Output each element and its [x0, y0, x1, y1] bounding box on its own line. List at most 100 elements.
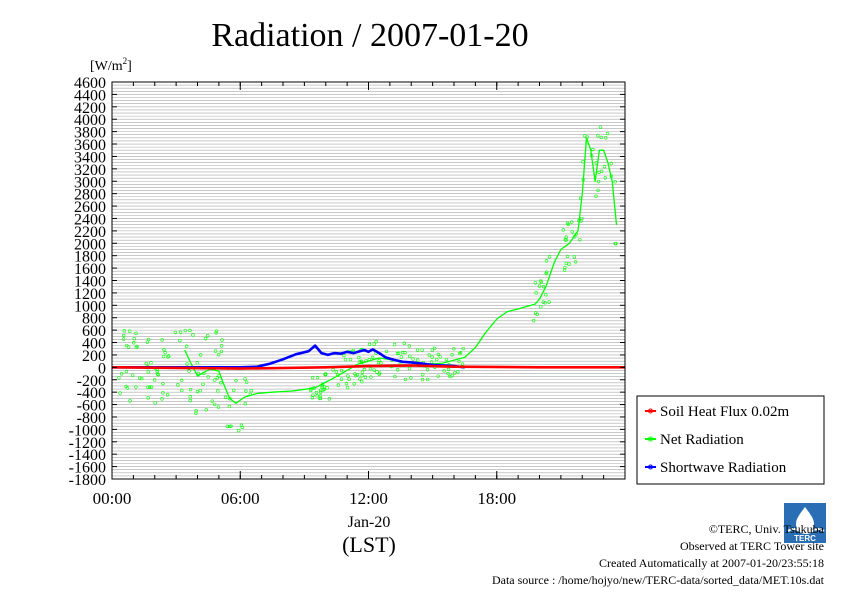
y-tick-label: 1800 [74, 249, 106, 266]
net-radiation-point [214, 329, 219, 333]
net-radiation-point [570, 230, 574, 234]
net-radiation-point [219, 344, 224, 348]
y-tick-label: 3600 [74, 137, 106, 154]
net-radiation-point [457, 351, 462, 356]
net-radiation-point [541, 300, 545, 304]
net-radiation-point [457, 359, 461, 364]
y-axis-unit-close: ] [127, 59, 132, 74]
net-radiation-point [216, 405, 221, 409]
x-tick-label: 00:00 [93, 489, 132, 508]
net-radiation-point [187, 369, 191, 373]
credit-created: Created Automatically at 2007-01-20/23:5… [599, 556, 824, 570]
net-radiation-point [128, 329, 132, 333]
net-radiation-point [206, 334, 210, 338]
net-radiation-point [318, 390, 323, 394]
y-tick-label: -800 [77, 410, 106, 427]
net-radiation-point [392, 342, 397, 347]
net-radiation-point [232, 388, 236, 393]
net-radiation-point [377, 358, 381, 363]
net-radiation-point [195, 389, 200, 394]
net-radiation-point [402, 341, 407, 346]
net-radiation-point [596, 179, 601, 184]
net-radiation-point [605, 131, 610, 136]
net-radiation-point [569, 220, 574, 224]
net-radiation-point [452, 371, 457, 375]
net-radiation-point [229, 424, 233, 428]
net-radiation-point [420, 348, 424, 352]
net-radiation-point [407, 366, 412, 371]
legend-marker [648, 436, 653, 442]
net-radiation-point [121, 333, 126, 338]
net-radiation-point [161, 381, 165, 386]
legend-label: Net Radiation [660, 432, 744, 448]
net-radiation-point [403, 377, 408, 382]
credit-source: Data source : /home/hojyo/new/TERC-data/… [491, 573, 824, 587]
net-radiation-point [421, 372, 425, 377]
net-radiation-point [393, 374, 397, 379]
series-line-soil-heat-flux-0-02m [111, 364, 625, 370]
logo-text: TERC [794, 534, 816, 543]
net-radiation-point [360, 379, 364, 384]
net-radiation-point [444, 357, 449, 362]
net-radiation-point [134, 385, 138, 389]
net-radiation-point [532, 318, 536, 323]
y-tick-label: 2000 [74, 236, 106, 253]
net-radiation-point [415, 358, 420, 362]
credit-observed: Observed at TERC Tower site [679, 539, 824, 553]
net-radiation-point [227, 404, 231, 409]
net-radiation-point [591, 147, 595, 152]
net-radiation-point [533, 311, 538, 315]
net-radiation-point [599, 135, 603, 140]
legend-marker [648, 408, 653, 414]
net-radiation-point [379, 361, 383, 365]
y-tick-label: 800 [82, 311, 106, 328]
net-radiation-point [425, 377, 430, 382]
net-radiation-point [339, 368, 344, 373]
net-radiation-point [450, 353, 454, 357]
net-radiation-point [407, 344, 412, 348]
net-radiation-point [178, 330, 183, 335]
net-radiation-point [161, 354, 166, 359]
net-radiation-point [456, 370, 460, 374]
y-tick-label: 4000 [74, 112, 106, 129]
net-radiation-point [122, 329, 127, 333]
net-radiation-point [563, 265, 567, 270]
y-tick-label: -1200 [69, 435, 106, 452]
net-radiation-point [178, 338, 182, 343]
net-radiation-point [370, 355, 375, 360]
net-radiation-point [420, 377, 425, 382]
net-radiation-point [216, 389, 220, 393]
net-radiation-point [132, 337, 136, 341]
series-line-net-radiation [184, 137, 618, 404]
net-radiation-point [195, 361, 199, 365]
net-radiation-point [596, 188, 600, 193]
y-tick-label: 3800 [74, 125, 106, 142]
net-radiation-point [604, 136, 608, 140]
net-radiation-point [149, 385, 154, 389]
net-radiation-point [213, 402, 217, 407]
net-radiation-point [334, 370, 339, 374]
net-radiation-point [573, 260, 578, 264]
net-radiation-point [201, 382, 205, 386]
net-radiation-point [339, 377, 344, 381]
net-radiation-point [206, 375, 210, 379]
net-radiation-point [121, 337, 126, 341]
net-radiation-point [152, 378, 157, 382]
y-tick-label: 0 [98, 360, 106, 377]
net-radiation-point [128, 399, 132, 403]
net-radiation-point [214, 331, 218, 335]
net-radiation-point [399, 355, 404, 359]
legend-box [636, 395, 825, 485]
net-radiation-point [213, 378, 217, 382]
net-radiation-point [362, 367, 367, 372]
y-axis-unit-text: [W/m [90, 59, 123, 74]
chart-title: Radiation / 2007-01-20 [211, 17, 528, 54]
y-tick-label: 2600 [74, 199, 106, 216]
net-radiation-point [323, 372, 328, 377]
net-radiation-point [188, 395, 193, 399]
x-tick-label: 18:00 [477, 489, 516, 508]
net-radiation-point [146, 396, 150, 400]
net-radiation-point [547, 300, 551, 304]
net-radiation-point [198, 353, 203, 357]
legend-marker [648, 464, 653, 470]
